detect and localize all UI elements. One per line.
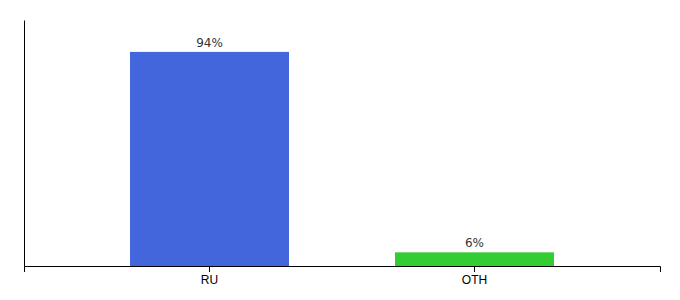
x-tick-label: OTH <box>462 273 487 287</box>
x-tick: OTH <box>462 266 487 287</box>
y-axis <box>24 21 25 267</box>
x-tick-label: RU <box>201 273 218 287</box>
chart: RU OTH 94% 6% <box>0 0 680 300</box>
x-axis-line <box>25 267 661 273</box>
bars <box>130 52 554 266</box>
data-label: 94% <box>196 36 223 50</box>
bar <box>130 52 289 266</box>
x-tick-mark <box>474 266 475 272</box>
data-labels: 94% 6% <box>196 36 484 250</box>
plot: RU OTH 94% 6% <box>25 21 661 287</box>
bar <box>395 252 554 266</box>
x-tick: RU <box>201 266 218 287</box>
x-axis: RU OTH <box>25 266 661 287</box>
data-label: 6% <box>465 236 484 250</box>
x-tick-mark <box>209 266 210 272</box>
y-axis-line <box>24 21 25 267</box>
